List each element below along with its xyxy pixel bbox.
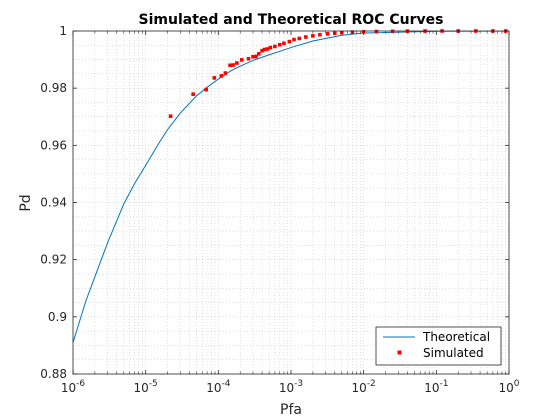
simulated-point bbox=[223, 71, 228, 75]
legend-simulated-label: Simulated bbox=[423, 346, 484, 360]
simulated-point bbox=[191, 92, 195, 96]
simulated-point bbox=[235, 61, 239, 65]
legend-box bbox=[375, 326, 502, 366]
simulated-point bbox=[292, 37, 296, 42]
x-axis-label: Pfa bbox=[280, 402, 302, 418]
y-tick-label: 1 bbox=[59, 24, 67, 38]
x-tick-label: 100 bbox=[498, 379, 519, 395]
simulated-point bbox=[311, 34, 315, 38]
simulated-point bbox=[318, 32, 322, 37]
simulated-point bbox=[282, 41, 286, 46]
simulated-point bbox=[268, 45, 273, 50]
simulated-point bbox=[231, 63, 235, 67]
y-axis-label: Pd bbox=[18, 194, 34, 211]
x-tick-label: 10-5 bbox=[134, 379, 158, 395]
simulated-point bbox=[256, 52, 261, 56]
tick-labels: 10-6 10-5 10-4 10-3 10-2 10-1 100 0.88 0.9 0.92 0.… bbox=[40, 24, 519, 395]
simulated-point bbox=[204, 87, 208, 92]
y-tick-label: 0.96 bbox=[40, 138, 67, 152]
tick-marks bbox=[72, 30, 510, 375]
simulated-point bbox=[251, 54, 255, 59]
x-tick-label: 10-4 bbox=[206, 379, 231, 395]
simulated-point bbox=[304, 35, 308, 39]
theoretical-curve bbox=[73, 31, 509, 343]
x-tick-label: 10-1 bbox=[424, 379, 448, 395]
x-tick-label: 10-3 bbox=[279, 379, 303, 395]
simulated-point bbox=[212, 76, 217, 80]
chart-title: Simulated and Theoretical ROC Curves bbox=[139, 12, 444, 28]
y-tick-label: 0.88 bbox=[40, 367, 67, 381]
x-tick-label: 10-6 bbox=[61, 379, 86, 395]
simulated-point bbox=[228, 63, 232, 68]
plot-area bbox=[73, 31, 509, 374]
simulated-point bbox=[297, 36, 302, 41]
simulated-point bbox=[260, 48, 264, 53]
y-tick-label: 0.94 bbox=[40, 196, 67, 210]
legend-theoretical-label: Theoretical bbox=[422, 330, 490, 344]
simulated-point bbox=[265, 47, 269, 51]
simulated-point bbox=[254, 54, 258, 59]
legend: Theoretical Simulated bbox=[375, 326, 502, 366]
legend-simulated-swatch bbox=[397, 350, 402, 355]
simulated-point bbox=[219, 74, 224, 78]
simulated-point bbox=[239, 58, 244, 62]
simulated-point bbox=[325, 32, 330, 36]
simulated-point bbox=[168, 114, 173, 118]
simulated-point bbox=[246, 56, 251, 61]
simulated-point bbox=[287, 39, 292, 44]
simulated-point bbox=[262, 47, 267, 52]
simulated-point bbox=[273, 44, 277, 49]
y-tick-label: 0.98 bbox=[40, 81, 67, 95]
simulated-point bbox=[277, 42, 282, 47]
y-tick-label: 0.9 bbox=[48, 310, 67, 324]
x-tick-label: 10-2 bbox=[352, 379, 376, 395]
simulated-point bbox=[374, 29, 379, 34]
y-tick-label: 0.92 bbox=[40, 253, 67, 267]
